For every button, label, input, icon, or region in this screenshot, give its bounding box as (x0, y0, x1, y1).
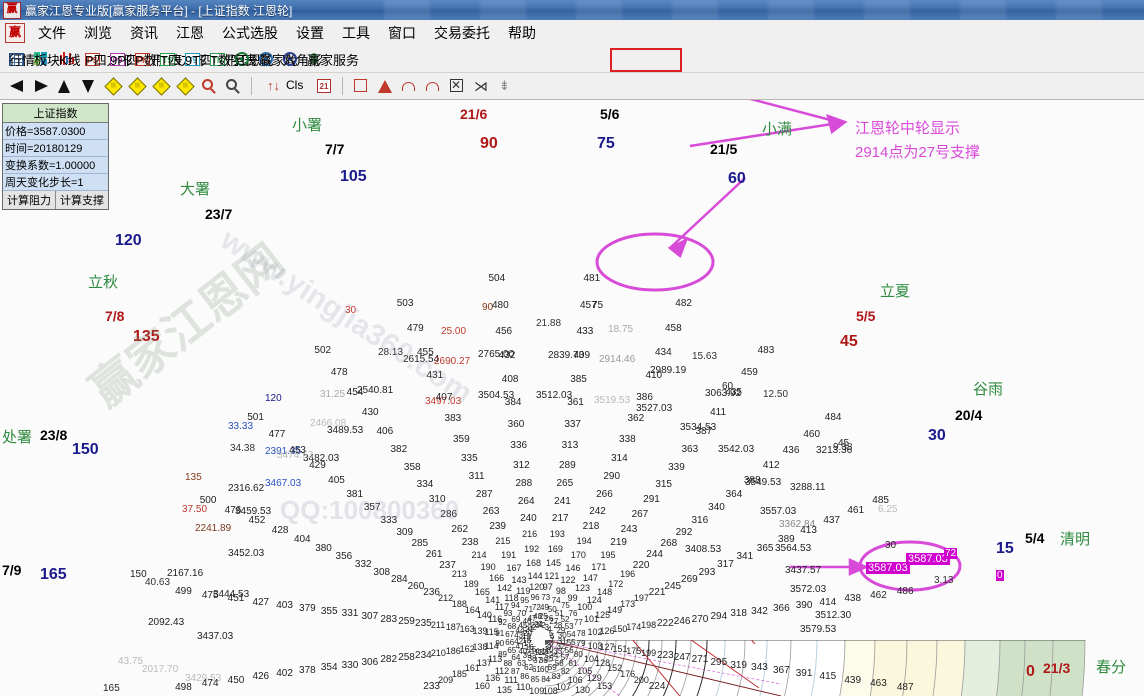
menu-item-settings[interactable]: 设置 (296, 25, 324, 41)
info-panel: 上证指数 价格=3587.0300 时间=20180129 变换系数=1.000… (2, 103, 109, 210)
info-row-price: 价格=3587.0300 (3, 123, 108, 140)
toolbar-p-numtable[interactable]: PN P数字表 (130, 52, 183, 68)
p9-badge-icon: P9 (110, 52, 125, 66)
arrow-down-icon[interactable] (78, 76, 100, 96)
app-logo-icon: 赢 (3, 1, 21, 19)
ps-badge-icon: PS (85, 52, 100, 66)
menu-item-gann[interactable]: 江恩 (176, 25, 204, 41)
arrow-left-icon[interactable] (6, 76, 28, 96)
square-icon[interactable] (350, 76, 372, 96)
toolbar-p-square[interactable]: PS P四方形 (80, 52, 133, 68)
grid-icon (9, 52, 24, 66)
toolbar-t-numtable[interactable]: TN T数字表 (205, 52, 257, 68)
toolbar-separator-2 (342, 77, 343, 95)
toolbar-winner-wheel[interactable]: 赢家轮 (254, 51, 298, 68)
menu-bar: 赢 文件 浏览 资讯 江恩 公式选股 设置 工具 窗口 交易委托 帮助 (0, 20, 1144, 47)
titlebar-taskbar-blur (384, 0, 1144, 20)
menu-logo-icon: 赢 (5, 23, 25, 43)
zoom-out-icon[interactable] (222, 76, 244, 96)
arrow-up-icon[interactable] (54, 76, 76, 96)
star-icon[interactable]: ⋊ (474, 78, 488, 94)
magnet-icon[interactable]: ⇟ (499, 78, 510, 93)
menu-item-news[interactable]: 资讯 (130, 25, 158, 41)
arrow-right-icon[interactable] (30, 76, 52, 96)
toolbar-winner-service[interactable]: $ 赢家服务 (302, 50, 359, 68)
gann-wheel-svg (545, 100, 1086, 696)
toolbar-t-square[interactable]: TS T四方形 (155, 52, 207, 68)
kline-icon (59, 52, 75, 66)
gann-wheel-icon (235, 52, 249, 66)
info-row-step: 周天变化步长=1 (3, 174, 108, 191)
window-title: 赢家江恩专业版[赢家服务平台] - [上证指数 江恩轮] (25, 3, 293, 18)
drawing-toolbar: ↑↓ Cls 21 ✕ ⋊ ⇟ (0, 73, 1144, 100)
winner-wheel-icon (259, 52, 273, 66)
diamond-right-icon[interactable] (126, 76, 148, 96)
menu-item-formula[interactable]: 公式选股 (222, 25, 278, 41)
calc-resistance-button[interactable]: 计算阻力 (3, 191, 56, 209)
menu-item-window[interactable]: 窗口 (388, 25, 416, 41)
highlight-ellipse-3587 (858, 540, 962, 592)
arc-right-icon[interactable] (422, 76, 444, 96)
hexagon-icon (283, 52, 297, 66)
menu-item-browse[interactable]: 浏览 (84, 25, 112, 41)
vertical-scale-icon[interactable]: ↑↓ (267, 78, 280, 93)
blocks-icon (34, 52, 49, 66)
menu-item-file[interactable]: 文件 (38, 25, 66, 41)
crossbox-icon[interactable]: ✕ (450, 78, 463, 92)
toolbar-separator-1 (251, 77, 252, 95)
toolbar-gann-wheel[interactable]: 江恩轮 (230, 51, 274, 68)
info-row-factor: 变换系数=1.00000 (3, 157, 108, 174)
diamond-left-icon[interactable] (102, 76, 124, 96)
gann-wheel-chart[interactable]: 3587.03 3587.03 72 0 小署 7/7 105 大署 23/7 … (0, 100, 1144, 696)
toolbar-sector[interactable]: 板块 (29, 51, 60, 68)
info-panel-header: 上证指数 (3, 104, 108, 123)
window-titlebar: 赢 赢家江恩专业版[赢家服务平台] - [上证指数 江恩轮] (0, 0, 1144, 20)
main-toolbar: 行情 板块 K线 PS P四方形 P9 9P四方形 PN P数字表 TS T四方… (0, 46, 1144, 73)
toolbar-quotes[interactable]: 行情 (4, 52, 35, 68)
ts-badge-icon: TS (160, 52, 175, 66)
triangle-icon[interactable] (374, 76, 396, 96)
diamond-up-icon[interactable] (150, 76, 172, 96)
highlight-ellipse-2914 (595, 232, 715, 292)
dollar-icon: $ (310, 50, 318, 66)
pn-badge-icon: PN (135, 52, 150, 66)
info-row-time: 时间=20180129 (3, 140, 108, 157)
cls-icon[interactable]: Cls (286, 78, 304, 92)
menu-item-tools[interactable]: 工具 (342, 25, 370, 41)
toolbar-hexagon[interactable]: 六角形 (278, 51, 322, 68)
calendar-icon[interactable]: 21 (313, 76, 335, 96)
toolbar-9t-square[interactable]: T9 9T四方形 (180, 52, 239, 68)
toolbar-kline[interactable]: K线 (54, 51, 81, 68)
calc-support-button[interactable]: 计算支撑 (56, 191, 108, 209)
menu-item-help[interactable]: 帮助 (508, 25, 536, 41)
t9-badge-icon: T9 (185, 52, 200, 66)
diamond-down-icon[interactable] (174, 76, 196, 96)
zoom-in-icon[interactable] (198, 76, 220, 96)
toolbar-9p-square[interactable]: P9 9P四方形 (105, 52, 165, 68)
menu-item-trade[interactable]: 交易委托 (434, 25, 490, 41)
arc-left-icon[interactable] (398, 76, 420, 96)
tn-badge-icon: TN (210, 52, 225, 66)
